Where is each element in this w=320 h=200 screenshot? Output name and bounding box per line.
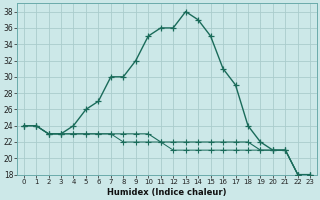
X-axis label: Humidex (Indice chaleur): Humidex (Indice chaleur) [107, 188, 227, 197]
